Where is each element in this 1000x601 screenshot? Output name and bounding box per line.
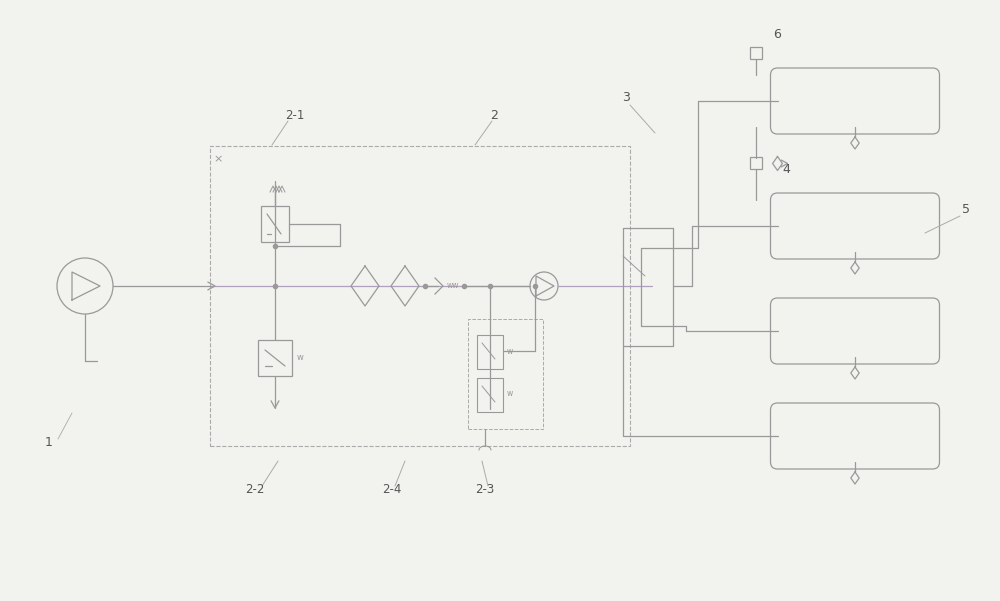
Bar (477, 378, 503, 412)
Text: 2-1: 2-1 (285, 109, 304, 122)
Bar (750, 47, 762, 59)
Text: ww: ww (447, 281, 460, 290)
Text: 3: 3 (622, 91, 630, 104)
Text: 2-2: 2-2 (245, 483, 264, 496)
Text: w: w (297, 353, 304, 362)
Text: w: w (507, 347, 513, 356)
Text: ×: × (213, 154, 222, 164)
Bar (258, 340, 292, 376)
Text: 4: 4 (782, 163, 790, 177)
Text: 2-4: 2-4 (382, 483, 401, 496)
Text: w: w (507, 389, 513, 398)
Text: 1: 1 (45, 436, 53, 449)
Text: 5: 5 (962, 203, 970, 216)
Bar (468, 319, 543, 429)
Text: 2-3: 2-3 (475, 483, 494, 496)
Text: 2: 2 (490, 109, 498, 122)
Bar (750, 157, 762, 169)
Bar (477, 335, 503, 369)
Text: 6: 6 (774, 28, 781, 41)
Bar (261, 206, 289, 242)
Bar (210, 146, 630, 446)
